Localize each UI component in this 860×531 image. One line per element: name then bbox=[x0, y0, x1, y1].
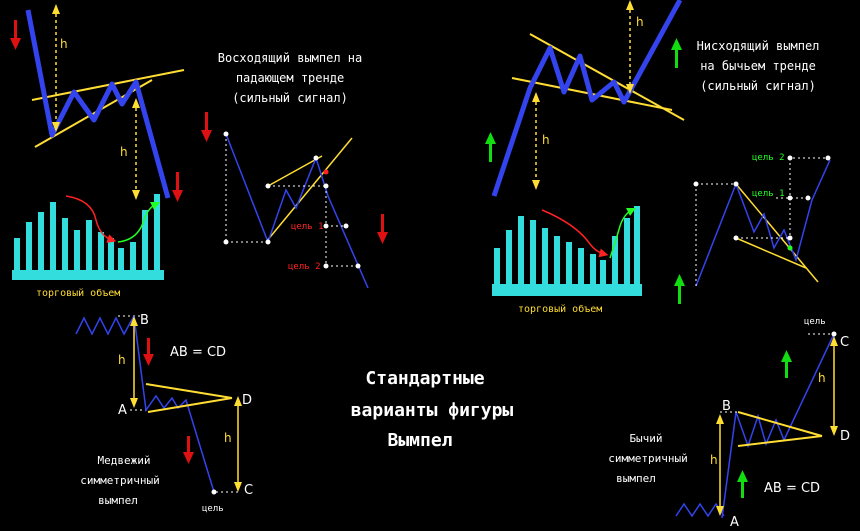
down-arrow-icon bbox=[10, 20, 21, 50]
h-measure-bottom-heads bbox=[132, 98, 140, 200]
h-label-bottom: h bbox=[120, 145, 128, 159]
caption-line-2: падающем тренде bbox=[236, 71, 344, 85]
h-label-right: h bbox=[224, 431, 232, 445]
up-arrow-icon bbox=[781, 350, 792, 378]
bear-pennant-panel: h h торговый объем bbox=[10, 4, 388, 299]
pre-trend-zigzag bbox=[675, 502, 725, 518]
caption-line-3: вымпел bbox=[616, 472, 656, 485]
h-label-left: h bbox=[118, 353, 126, 367]
point-c-label: C bbox=[840, 335, 849, 350]
bear-symmetric-panel: B A D C h h AB = CD цель Медвежий симмет… bbox=[75, 313, 253, 514]
formula: AB = CD bbox=[764, 481, 820, 496]
caption-line-1: Медвежий bbox=[98, 454, 151, 467]
point-a-label: A bbox=[730, 515, 739, 530]
pennant-upper-line bbox=[31, 69, 185, 101]
target-label: цель bbox=[804, 317, 826, 327]
caption-line-1: Нисходящий вымпел bbox=[697, 39, 820, 53]
up-arrow-icon bbox=[674, 274, 685, 304]
target-1-label: цель 1 bbox=[291, 222, 324, 232]
bull-pennant-detail: цель 1 цель 2 bbox=[693, 153, 831, 287]
h-label-top: h bbox=[60, 37, 68, 51]
title-line-2: варианты фигуры bbox=[351, 400, 514, 421]
caption-line-3: (сильный сигнал) bbox=[232, 91, 348, 105]
trend-line bbox=[25, 9, 171, 199]
bull-pennant-panel: h h торговый объем Н bbox=[485, 0, 831, 315]
point-d-label: D bbox=[242, 393, 252, 408]
volume-label: торговый объем bbox=[518, 303, 602, 315]
trend-line bbox=[491, 0, 683, 197]
target-1-label: цель 1 bbox=[752, 189, 785, 199]
volume-label: торговый объем bbox=[36, 287, 120, 299]
up-arrow-icon bbox=[485, 132, 496, 162]
target-2-label: цель 2 bbox=[752, 153, 785, 163]
trend-line bbox=[133, 315, 215, 493]
down-arrow-icon bbox=[183, 436, 194, 464]
formula: AB = CD bbox=[170, 345, 226, 360]
pennant-upper-line bbox=[145, 383, 233, 399]
bull-symmetric-panel: B A D C h h AB = CD цель Бычий симметрич… bbox=[608, 317, 850, 530]
pennant-upper-line bbox=[737, 411, 823, 437]
up-arrow-icon bbox=[737, 470, 748, 498]
point-b-label: B bbox=[140, 313, 149, 328]
point-a-label: A bbox=[118, 403, 127, 418]
volume-bars bbox=[12, 194, 164, 280]
point-d-label: D bbox=[840, 429, 850, 444]
down-arrow-icon bbox=[172, 172, 183, 202]
trend-line bbox=[721, 333, 835, 519]
caption-line-2: на бычьем тренде bbox=[700, 59, 816, 73]
main-title: Стандартные варианты фигуры Вымпел bbox=[351, 368, 514, 451]
bear-pennant-detail: цель 1 цель 2 bbox=[223, 131, 369, 289]
volume-decline-arrow bbox=[541, 209, 609, 258]
h-label-right: h bbox=[818, 371, 826, 385]
volume-bars bbox=[492, 206, 642, 296]
title-line-3: Вымпел bbox=[387, 430, 452, 451]
caption-line-1: Восходящий вымпел на bbox=[218, 51, 363, 65]
caption-line-1: Бычий bbox=[629, 432, 662, 445]
up-arrow-icon bbox=[671, 38, 682, 68]
h-measure-bottom-heads bbox=[532, 92, 540, 190]
h-label-top: h bbox=[636, 15, 644, 29]
volume-rise-arrow bbox=[609, 207, 637, 259]
h-label-left: h bbox=[710, 453, 718, 467]
caption-line-2: симметричный bbox=[608, 452, 687, 465]
caption-line-3: (сильный сигнал) bbox=[700, 79, 816, 93]
down-arrow-icon bbox=[201, 112, 212, 142]
pre-trend-zigzag bbox=[75, 315, 135, 336]
pennant-upper-line bbox=[529, 33, 685, 121]
target-2-label: цель 2 bbox=[288, 262, 321, 272]
down-arrow-icon bbox=[377, 214, 388, 244]
point-b-label: B bbox=[722, 399, 731, 414]
caption-line-3: вымпел bbox=[98, 494, 138, 507]
target-label: цель bbox=[202, 504, 224, 514]
volume-decline-arrow bbox=[65, 195, 117, 243]
pennant-lower-line bbox=[147, 397, 233, 413]
title-line-1: Стандартные bbox=[365, 368, 484, 389]
volume-rise-arrow bbox=[117, 201, 161, 243]
h-measure-top-heads bbox=[626, 0, 634, 94]
point-c-label: C bbox=[244, 483, 253, 498]
h-label-bottom: h bbox=[542, 133, 550, 147]
caption-line-2: симметричный bbox=[80, 474, 159, 487]
pennant-lower-line bbox=[737, 435, 823, 447]
down-arrow-icon bbox=[143, 338, 154, 366]
